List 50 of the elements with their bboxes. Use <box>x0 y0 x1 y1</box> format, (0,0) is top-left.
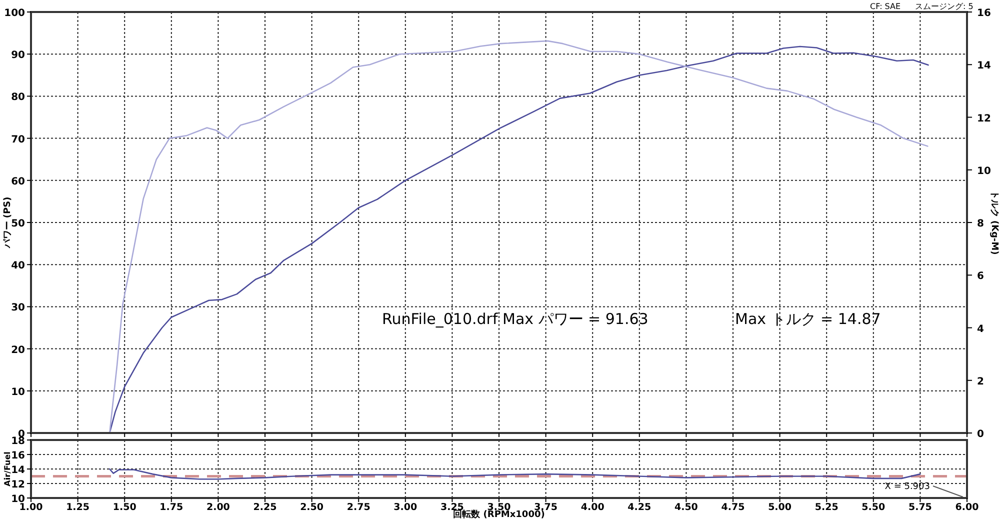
y-tick-label: 20 <box>11 344 26 356</box>
annotation: Max トルク = 14.87 <box>735 310 881 328</box>
y2-axis-title: トルク (Kg-M) <box>989 190 999 255</box>
y2-tick-label: 12 <box>977 113 991 124</box>
x-tick-label: 5.50 <box>862 502 886 513</box>
x-tick-label: 5.75 <box>908 502 932 513</box>
y2-tick-label: 0 <box>977 429 984 440</box>
x-tick-label: 1.50 <box>112 502 137 513</box>
y2-tick-label: 8 <box>977 218 984 230</box>
y2-tick-label: 4 <box>977 324 984 335</box>
x-axis-title: 回転数 (RPMx1000) <box>453 509 545 519</box>
x-tick-label: 5.25 <box>814 502 838 513</box>
x-tick-label: 3.00 <box>394 502 418 513</box>
y-tick-label: 60 <box>11 176 26 188</box>
y-tick-label: 100 <box>4 8 26 19</box>
y2-tick-label: 2 <box>977 376 984 388</box>
y-tick-label: 90 <box>11 50 26 62</box>
y-tick-label: 16 <box>11 450 26 462</box>
y-tick-label: 80 <box>11 92 26 104</box>
line-series <box>108 468 921 480</box>
x-tick-label: 4.50 <box>674 502 698 513</box>
y-tick-label: 12 <box>11 480 26 490</box>
y-tick-label: 14 <box>11 465 26 476</box>
x-tick-label: 4.25 <box>628 502 652 513</box>
y-tick-label: 10 <box>11 386 26 398</box>
x-tick-label: 4.75 <box>721 502 745 513</box>
annotation: RunFile_010.drf Max パワー = 91.63 <box>382 310 648 328</box>
x-tick-label: 5.00 <box>768 502 792 513</box>
x-tick-label: 1.75 <box>160 502 184 513</box>
y-axis-title: Air/Fuel <box>3 451 12 486</box>
y-tick-label: 40 <box>11 260 26 272</box>
x-tick-label: 6.00 <box>955 502 980 513</box>
x-tick-label: 4.00 <box>580 502 605 513</box>
x-tick-label: 2.25 <box>253 502 277 513</box>
y2-tick-label: 6 <box>977 271 984 282</box>
y-axis-title: パワー (PS) <box>3 196 13 250</box>
y-tick-label: 50 <box>11 218 26 230</box>
x-tick-label: 2.00 <box>206 502 230 513</box>
text: CF: SAE <box>870 2 901 11</box>
x-tick-label: 1.00 <box>19 502 44 513</box>
x-tick-label: 2.50 <box>300 502 324 513</box>
y2-tick-label: 14 <box>977 60 991 72</box>
text: スムージング: 5 <box>915 2 974 11</box>
x-tick-label: 2.75 <box>346 502 370 513</box>
y2-tick-label: 16 <box>977 8 991 19</box>
annotation: X = 5.903 <box>884 482 930 492</box>
y-tick-label: 30 <box>11 302 26 314</box>
x-tick-label: 1.25 <box>66 502 90 513</box>
y-tick-label: 70 <box>11 134 26 146</box>
y2-tick-label: 10 <box>977 166 991 177</box>
